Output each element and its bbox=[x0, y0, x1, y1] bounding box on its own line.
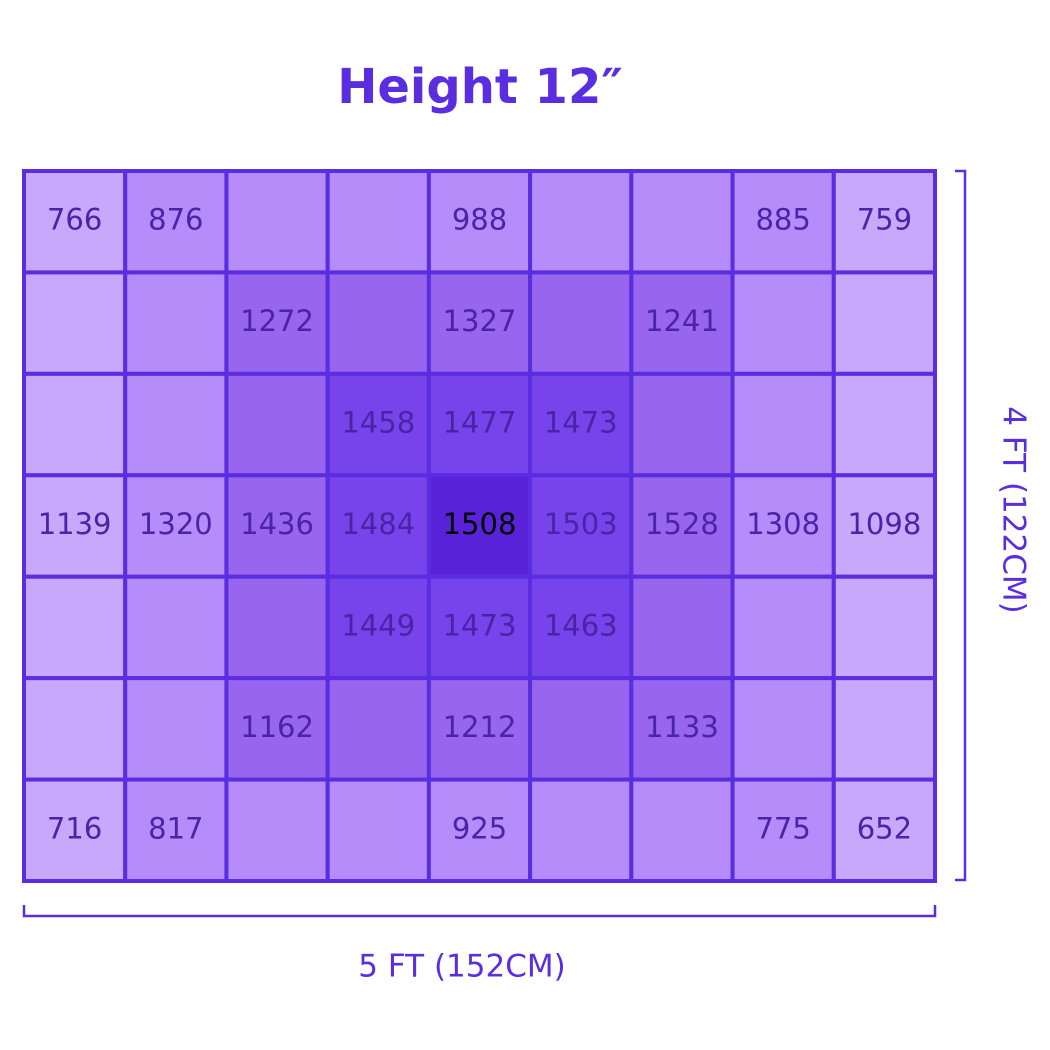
cell-value: 1320 bbox=[139, 507, 213, 541]
grid-cell bbox=[224, 777, 330, 883]
grid-cell bbox=[730, 473, 836, 579]
cell-value: 1098 bbox=[847, 507, 921, 541]
grid-cell bbox=[528, 270, 634, 376]
grid-cell bbox=[528, 169, 634, 275]
grid-cell bbox=[528, 473, 634, 579]
grid-cell bbox=[528, 777, 634, 883]
grid-cell bbox=[325, 270, 431, 376]
cell-value: 652 bbox=[857, 811, 912, 845]
cell-value: 1327 bbox=[443, 304, 517, 338]
grid-cell bbox=[325, 574, 431, 681]
grid-cell bbox=[22, 574, 128, 681]
cell-value: 1139 bbox=[38, 507, 112, 541]
grid-cell bbox=[831, 270, 937, 376]
grid-cell bbox=[224, 169, 330, 275]
width-bracket bbox=[22, 905, 937, 918]
grid-cell bbox=[123, 574, 229, 681]
grid-cell bbox=[730, 371, 836, 478]
grid-cell bbox=[325, 777, 431, 883]
grid-cell bbox=[426, 473, 533, 579]
grid-cell bbox=[22, 676, 128, 782]
cell-value: 1133 bbox=[645, 710, 719, 744]
grid-cell bbox=[325, 676, 431, 782]
height-label: 4 FT (122CM) bbox=[996, 406, 1032, 613]
cell-value: 775 bbox=[755, 811, 810, 845]
cell-value: 925 bbox=[452, 811, 507, 845]
cell-value: 1503 bbox=[544, 507, 618, 541]
grid-cell bbox=[831, 777, 937, 883]
grid-cell bbox=[123, 676, 229, 782]
grid-cell bbox=[224, 270, 330, 376]
cell-value: 1508 bbox=[443, 507, 517, 541]
cell-value: 988 bbox=[452, 203, 507, 237]
cell-value: 885 bbox=[755, 203, 810, 237]
cell-value: 1458 bbox=[341, 406, 415, 440]
cell-value: 1477 bbox=[443, 406, 517, 440]
cell-value: 817 bbox=[148, 811, 203, 845]
grid-cell bbox=[426, 574, 533, 681]
cell-value: 1528 bbox=[645, 507, 719, 541]
title: Height 12″ bbox=[337, 59, 623, 115]
grid-cell bbox=[730, 270, 836, 376]
grid-cell bbox=[629, 371, 735, 478]
cell-value: 1241 bbox=[645, 304, 719, 338]
cell-value: 1162 bbox=[240, 710, 314, 744]
cell-value: 1463 bbox=[544, 608, 618, 642]
cell-value: 1449 bbox=[341, 608, 415, 642]
grid-cell bbox=[629, 270, 735, 376]
grid-cell bbox=[629, 169, 735, 275]
grid-cell bbox=[123, 270, 229, 376]
cell-value: 1212 bbox=[443, 710, 517, 744]
grid-cell bbox=[123, 371, 229, 478]
cell-value: 1436 bbox=[240, 507, 314, 541]
cell-value: 759 bbox=[857, 203, 912, 237]
cell-value: 1473 bbox=[443, 608, 517, 642]
grid-cell bbox=[831, 473, 937, 579]
cell-value: 766 bbox=[47, 203, 102, 237]
grid-cell bbox=[831, 574, 937, 681]
grid-cell bbox=[325, 169, 431, 275]
grid-cell bbox=[730, 676, 836, 782]
height-bracket bbox=[955, 169, 967, 882]
grid-cell bbox=[831, 371, 937, 478]
width-label: 5 FT (152CM) bbox=[358, 949, 565, 985]
grid-cell bbox=[426, 777, 533, 883]
cell-value: 716 bbox=[47, 811, 102, 845]
cell-value: 1308 bbox=[746, 507, 820, 541]
grid-cell bbox=[629, 574, 735, 681]
grid-cell bbox=[22, 473, 128, 579]
grid-cell bbox=[831, 676, 937, 782]
grid: 766 876 988 885 759 1272 1327 1241 1458 1477 1473 1… bbox=[22, 169, 937, 883]
grid-cell bbox=[528, 574, 634, 681]
grid-cell bbox=[22, 371, 128, 478]
grid-cell bbox=[123, 777, 229, 883]
cell-value: 876 bbox=[148, 203, 203, 237]
grid-cell bbox=[22, 270, 128, 376]
grid-cell bbox=[426, 371, 533, 478]
grid-cell bbox=[22, 777, 128, 883]
grid-cell bbox=[224, 473, 330, 579]
grid-cell bbox=[730, 574, 836, 681]
cell-value: 1473 bbox=[544, 406, 618, 440]
grid-cell bbox=[528, 676, 634, 782]
cell-value: 1272 bbox=[240, 304, 314, 338]
grid-cell bbox=[629, 777, 735, 883]
cell-value: 1484 bbox=[341, 507, 415, 541]
grid-cell bbox=[224, 371, 330, 478]
grid-cell bbox=[224, 574, 330, 681]
